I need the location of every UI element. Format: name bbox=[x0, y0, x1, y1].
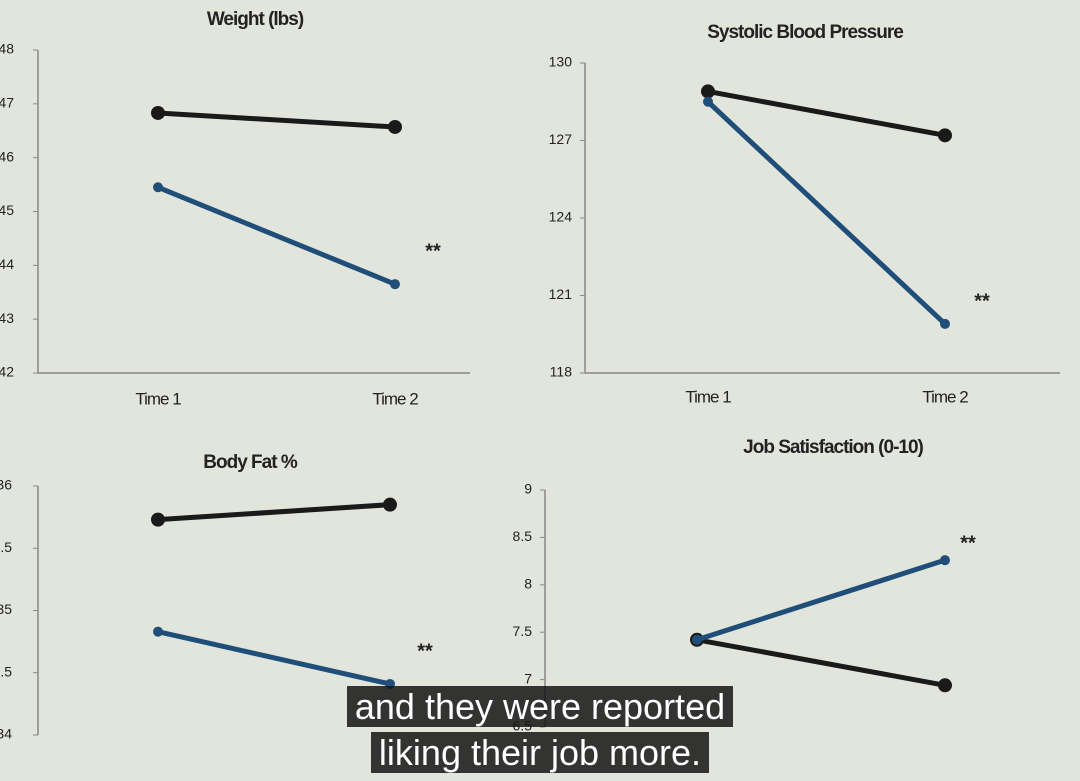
series-line bbox=[696, 557, 946, 643]
x-tick-label: Time 2 bbox=[922, 387, 968, 406]
series-line bbox=[157, 110, 396, 130]
marker bbox=[938, 678, 952, 693]
y-tick-label: 144 bbox=[0, 256, 14, 272]
marker bbox=[383, 497, 397, 512]
marker bbox=[151, 512, 165, 527]
series-line bbox=[157, 629, 391, 687]
significance: ** bbox=[417, 640, 433, 662]
caption-line: liking their job more. bbox=[0, 732, 1080, 774]
series-line bbox=[157, 184, 396, 287]
marker bbox=[940, 318, 950, 329]
y-tick-label: 147 bbox=[0, 95, 14, 111]
y-tick-label: 36 bbox=[0, 477, 12, 493]
marker bbox=[692, 634, 702, 645]
significance: ** bbox=[974, 290, 990, 312]
y-tick-label: 124 bbox=[549, 209, 573, 225]
marker bbox=[153, 182, 163, 193]
caption-text: liking their job more. bbox=[370, 732, 710, 773]
marker bbox=[388, 119, 402, 134]
y-tick-label: 143 bbox=[0, 310, 14, 326]
marker bbox=[940, 555, 950, 566]
x-tick-label: Time 1 bbox=[685, 387, 731, 406]
y-tick-label: 35 bbox=[0, 601, 12, 617]
x-tick-label: Time 1 bbox=[135, 389, 181, 408]
y-tick-label: 34.5 bbox=[0, 663, 12, 679]
y-tick-label: 9 bbox=[524, 481, 532, 497]
series-line bbox=[706, 99, 947, 326]
y-tick-label: 35.5 bbox=[0, 539, 12, 555]
significance: ** bbox=[960, 532, 976, 554]
y-tick-label: 118 bbox=[550, 364, 573, 380]
y-tick-label: 8.5 bbox=[513, 528, 533, 544]
marker bbox=[151, 105, 165, 120]
caption-line: and they were reported bbox=[0, 686, 1080, 728]
y-tick-label: 145 bbox=[0, 202, 14, 218]
chart-title: Body Fat % bbox=[203, 452, 298, 473]
chart-title: Weight (lbs) bbox=[207, 9, 304, 30]
y-tick-label: 7 bbox=[524, 670, 532, 686]
y-tick-label: 130 bbox=[549, 54, 573, 70]
caption-text: and they were reported bbox=[346, 686, 734, 727]
y-tick-label: 148 bbox=[0, 41, 14, 57]
marker bbox=[938, 128, 952, 143]
marker bbox=[701, 84, 715, 99]
chart-title: Systolic Blood Pressure bbox=[707, 22, 903, 43]
y-tick-label: 146 bbox=[0, 148, 14, 164]
y-tick-label: 127 bbox=[549, 131, 573, 147]
y-tick-label: 34 bbox=[0, 726, 12, 742]
marker bbox=[390, 279, 400, 290]
chart-title: Job Satisfaction (0-10) bbox=[743, 437, 923, 458]
y-tick-label: 121 bbox=[549, 286, 573, 302]
y-tick-label: 8 bbox=[524, 576, 532, 592]
series-line bbox=[696, 637, 946, 688]
marker bbox=[153, 626, 163, 637]
y-tick-label: 7.5 bbox=[513, 623, 533, 639]
series-line bbox=[157, 502, 391, 523]
marker bbox=[703, 96, 713, 107]
series-line bbox=[707, 88, 946, 138]
significance: ** bbox=[425, 240, 441, 262]
y-tick-label: 142 bbox=[0, 364, 14, 380]
x-tick-label: Time 2 bbox=[372, 389, 418, 408]
